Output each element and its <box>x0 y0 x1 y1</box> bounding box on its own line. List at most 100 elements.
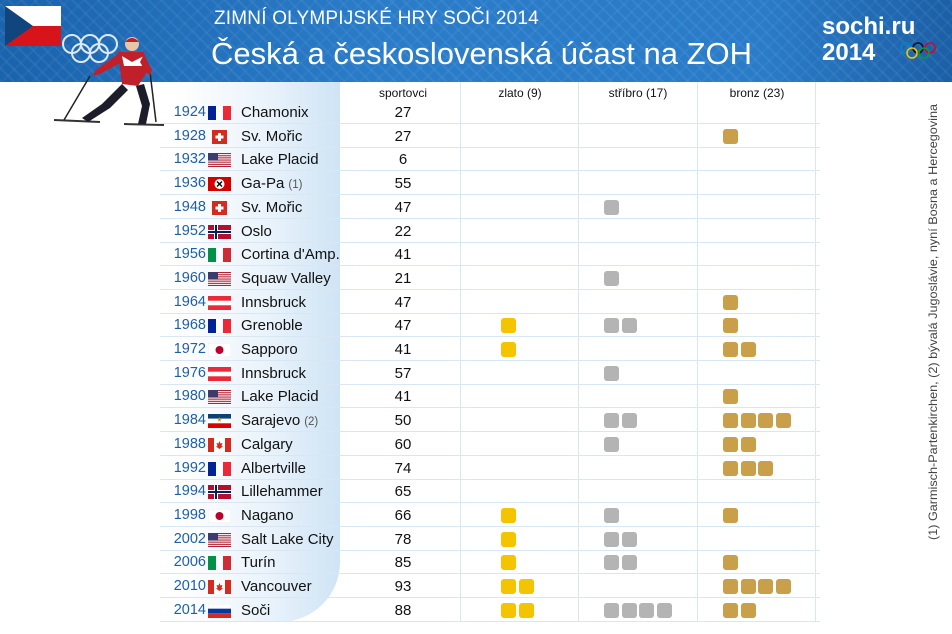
bronze-medal-marker <box>775 579 791 594</box>
athlete-count: 22 <box>394 223 412 240</box>
footnote-marker: (1) <box>288 179 303 191</box>
athlete-count: 47 <box>394 317 412 334</box>
row-divider <box>160 550 820 551</box>
year-label: 1952 <box>173 223 206 239</box>
row-divider <box>160 431 820 432</box>
silver-medal-marker <box>621 318 637 333</box>
host-city: Nagano <box>241 507 294 524</box>
year-label: 1932 <box>173 151 206 167</box>
table-row: 1936 Ga-Pa (1) 55 <box>0 172 952 195</box>
athlete-count: 57 <box>394 365 412 382</box>
italy-flag-icon <box>208 556 231 570</box>
row-divider <box>160 194 820 195</box>
year-label: 1972 <box>173 341 206 357</box>
silver-medal-marker <box>621 555 637 570</box>
year-label: 1924 <box>173 104 206 120</box>
bronze-medal-marker <box>740 603 756 618</box>
athlete-count: 6 <box>398 151 408 168</box>
bronze-medal-marker <box>723 555 738 570</box>
gold-medal-marker <box>518 579 534 594</box>
footnote: (1) Garmisch-Partenkirchen, (2) bývalá J… <box>926 104 940 540</box>
silver-medal-marker <box>621 413 637 428</box>
austria-flag-icon <box>208 296 231 310</box>
header-banner: ZIMNÍ OLYMPIJSKÉ HRY SOČI 2014 Česká a č… <box>0 0 952 82</box>
grid-line <box>578 82 579 622</box>
column-header-athletes: sportovci <box>378 86 428 100</box>
silver-medal-marker <box>639 603 654 618</box>
gold-medal-marker <box>501 508 516 523</box>
year-label: 2002 <box>173 531 206 547</box>
bronze-medal-marker <box>723 342 738 357</box>
host-city: Lillehammer <box>241 483 323 500</box>
table-row: 1998 Nagano 66 <box>0 504 952 527</box>
bronze-medal-marker <box>723 318 738 333</box>
bronze-medal-marker <box>740 461 756 476</box>
row-divider <box>160 147 820 148</box>
silver-medal-marker <box>656 603 672 618</box>
silver-medal-marker <box>604 555 619 570</box>
usa-flag-icon <box>208 272 231 286</box>
host-city: Innsbruck <box>241 365 307 382</box>
year-label: 1976 <box>173 365 206 381</box>
host-city: Salt Lake City <box>241 531 334 548</box>
france-flag-icon <box>208 319 231 333</box>
athlete-count: 41 <box>394 341 412 358</box>
table-row: 2010 Vancouver 93 <box>0 575 952 598</box>
table-row: 1988 Calgary 60 <box>0 433 952 456</box>
russia-flag-icon <box>208 604 231 618</box>
table-row: 1968 Grenoble 47 <box>0 314 952 337</box>
row-divider <box>160 479 820 480</box>
bronze-medal-marker <box>723 413 738 428</box>
host-city: Chamonix <box>241 104 309 121</box>
athlete-count: 78 <box>394 531 412 548</box>
row-divider <box>160 526 820 527</box>
usa-flag-icon <box>208 390 231 404</box>
column-header-silver: stříbro (17) <box>608 86 668 100</box>
gold-medal-marker <box>501 603 516 618</box>
bronze-medal-marker <box>758 413 773 428</box>
row-divider <box>160 123 820 124</box>
table-row: 1924 Chamonix 27 <box>0 101 952 124</box>
row-divider <box>160 455 820 456</box>
athlete-count: 21 <box>394 270 412 287</box>
france-flag-icon <box>208 106 231 120</box>
athlete-count: 47 <box>394 294 412 311</box>
host-city: Vancouver <box>241 578 312 595</box>
year-label: 1928 <box>173 128 206 144</box>
row-divider <box>160 289 820 290</box>
column-header-bronze: bronz (23) <box>729 86 785 100</box>
canada-flag-icon <box>208 580 231 594</box>
athlete-count: 66 <box>394 507 412 524</box>
sochi-2014-logo: sochi.ru 2014 <box>822 13 936 66</box>
table-row: 1952 Oslo 22 <box>0 220 952 243</box>
france-flag-icon <box>208 462 231 476</box>
athlete-count: 74 <box>394 460 412 477</box>
bronze-medal-marker <box>758 579 773 594</box>
bronze-medal-marker <box>775 413 791 428</box>
host-city: Soči <box>241 602 271 619</box>
canada-flag-icon <box>208 438 231 452</box>
row-divider <box>160 360 820 361</box>
silver-medal-marker <box>604 603 619 618</box>
row-divider <box>160 502 820 503</box>
table-row: 1956 Cortina d'Amp. 41 <box>0 243 952 266</box>
silver-medal-marker <box>604 318 619 333</box>
year-label: 1956 <box>173 246 206 262</box>
table-row: 1994 Lillehammer 65 <box>0 480 952 503</box>
athlete-count: 27 <box>394 128 412 145</box>
host-city: Innsbruck <box>241 294 307 311</box>
athlete-count: 41 <box>394 388 412 405</box>
table-row: 1972 Sapporo 41 <box>0 338 952 361</box>
host-city: Lake Placid <box>241 388 319 405</box>
host-city: Grenoble <box>241 317 303 334</box>
year-label: 1984 <box>173 412 206 428</box>
host-city: Squaw Valley <box>241 270 331 287</box>
athlete-count: 41 <box>394 246 412 263</box>
skier-illustration <box>53 37 165 126</box>
column-header-gold: zlato (9) <box>498 86 542 100</box>
year-label: 1960 <box>173 270 206 286</box>
table-row: 1980 Lake Placid 41 <box>0 385 952 408</box>
year-label: 1992 <box>173 460 206 476</box>
table-row: 1928 Sv. Mořic 27 <box>0 125 952 148</box>
row-divider <box>160 336 820 337</box>
